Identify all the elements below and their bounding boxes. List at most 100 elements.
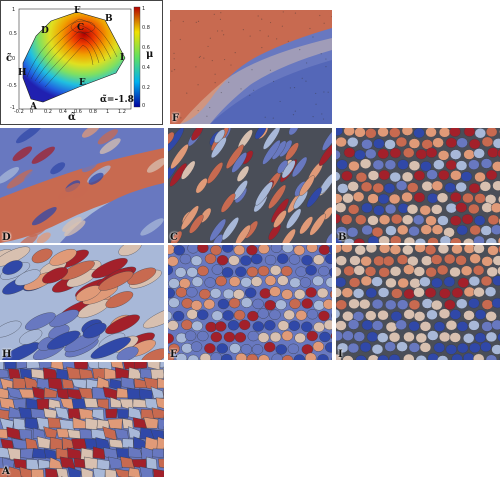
cell-shape <box>373 255 385 267</box>
cell-shape <box>285 142 299 161</box>
cell-shape <box>78 368 94 380</box>
cell-shape <box>325 342 332 353</box>
cell-shape <box>240 344 253 355</box>
cell-shape <box>481 299 494 310</box>
cell-shape <box>390 213 403 225</box>
cell-shape <box>451 353 463 360</box>
cell-shape <box>197 245 209 254</box>
cell-shape <box>204 253 217 264</box>
cell-shape <box>116 387 130 399</box>
cell-shape <box>445 137 458 148</box>
alpha-annotation: α̃=-1.8 <box>100 95 134 105</box>
cell-shape <box>348 277 361 288</box>
cell-shape <box>390 311 403 322</box>
panel-f: F <box>170 10 332 124</box>
y-tick: 0.5 <box>9 31 17 37</box>
cell-shape <box>372 159 385 171</box>
cell-shape <box>420 224 432 235</box>
cell-shape <box>361 139 373 150</box>
cell-shape <box>20 448 34 460</box>
cell-shape <box>257 265 270 277</box>
cell-shape <box>287 40 289 42</box>
cell-shape <box>261 18 263 20</box>
cell-shape <box>346 227 359 238</box>
cell-shape <box>306 245 318 253</box>
cell-shape <box>247 310 259 322</box>
cell-shape <box>433 159 445 170</box>
cell-shape <box>206 115 208 117</box>
panel-a-render <box>0 362 164 477</box>
cell-shape <box>105 314 140 335</box>
cell-shape <box>305 352 317 360</box>
cell-shape <box>168 264 174 276</box>
cell-shape <box>195 21 197 23</box>
cell-shape <box>473 235 485 243</box>
cell-shape <box>186 267 198 278</box>
cell-shape <box>451 287 464 298</box>
colorbar-label: μ <box>146 49 154 60</box>
cell-shape <box>43 387 58 398</box>
cell-shape <box>299 49 301 51</box>
cell-shape <box>210 331 223 343</box>
cell-shape <box>397 159 409 170</box>
cell-shape <box>354 128 366 138</box>
cell-shape <box>449 309 462 320</box>
cell-shape <box>473 286 485 298</box>
x-tick: -0.2 <box>14 109 24 115</box>
cell-shape <box>269 21 272 24</box>
cell-shape <box>249 35 251 37</box>
cell-shape <box>468 159 480 170</box>
cell-shape <box>325 66 327 68</box>
cell-shape <box>221 267 234 278</box>
cell-shape <box>293 245 305 256</box>
cell-shape <box>223 58 226 61</box>
cell-shape <box>105 291 134 309</box>
cell-shape <box>45 468 58 477</box>
cell-shape <box>12 146 33 162</box>
cell-shape <box>122 418 134 429</box>
cell-shape <box>292 114 295 116</box>
cell-shape <box>360 181 373 193</box>
cell-shape <box>337 183 349 194</box>
cell-shape <box>251 253 263 265</box>
cell-shape <box>50 162 66 175</box>
cell-shape <box>279 100 281 103</box>
cell-shape <box>85 417 99 430</box>
cell-shape <box>439 288 451 299</box>
cell-shape <box>385 299 397 311</box>
cell-shape <box>55 468 69 477</box>
cell-shape <box>451 245 463 255</box>
cell-shape <box>240 255 252 266</box>
cell-shape <box>220 91 222 94</box>
cell-shape <box>151 448 164 458</box>
cell-shape <box>294 332 306 344</box>
x-tick: 0.2 <box>44 109 52 115</box>
cell-shape <box>282 11 284 13</box>
cell-shape <box>377 332 389 343</box>
cell-shape <box>450 237 462 243</box>
cell-shape <box>281 289 293 300</box>
y-tick: -0.5 <box>7 83 17 89</box>
cell-shape <box>389 171 401 183</box>
cell-shape <box>220 193 236 213</box>
x-tick: 0.4 <box>59 109 67 115</box>
cell-shape <box>281 330 294 341</box>
cell-shape <box>223 331 236 343</box>
cell-shape <box>272 117 274 119</box>
cell-shape <box>341 287 354 298</box>
cell-shape <box>481 321 493 332</box>
cell-shape <box>485 237 497 243</box>
cell-shape <box>409 278 421 289</box>
cell-shape <box>413 311 426 322</box>
cell-shape <box>14 269 41 286</box>
y-tick: -1 <box>10 105 15 111</box>
cell-shape <box>487 147 499 158</box>
cell-shape <box>306 62 308 64</box>
cell-shape <box>246 245 258 256</box>
panel-i: I <box>336 245 500 360</box>
cell-shape <box>293 86 296 89</box>
cell-shape <box>19 466 34 477</box>
cell-shape <box>395 180 408 191</box>
cell-shape <box>209 218 226 242</box>
cell-shape <box>377 128 389 138</box>
